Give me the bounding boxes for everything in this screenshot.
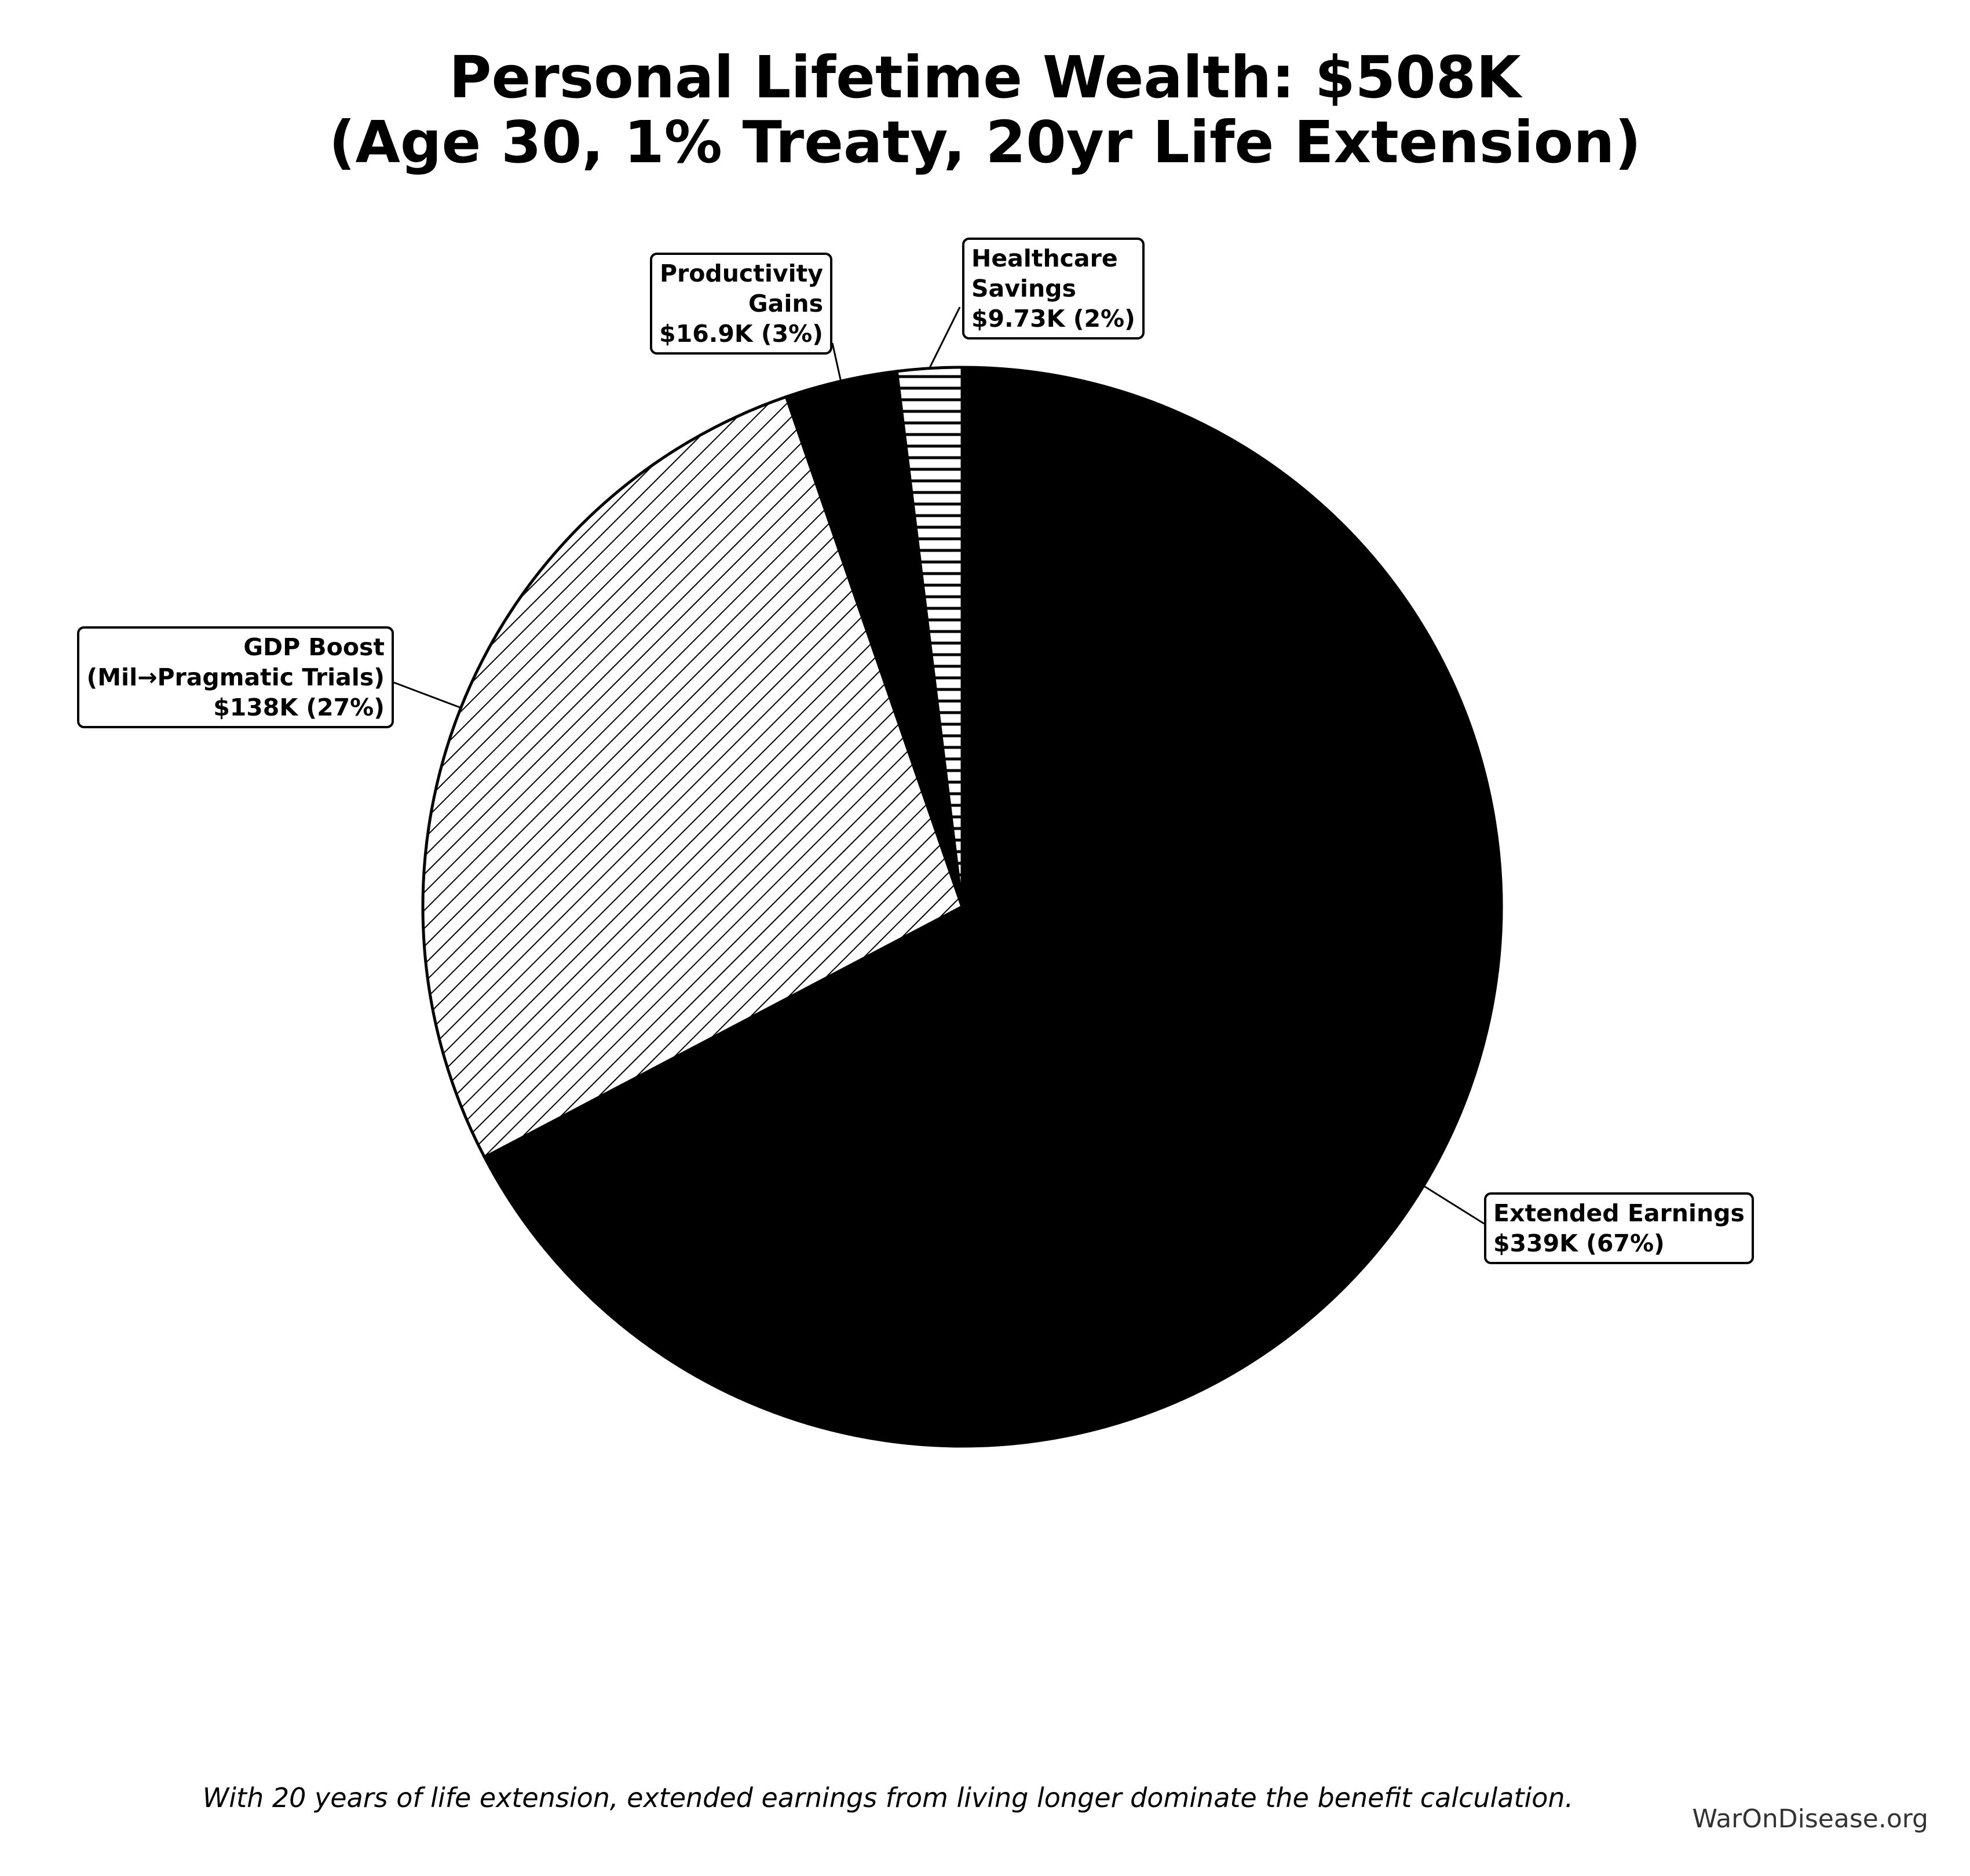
pie-slice [483, 366, 1503, 1448]
chart-title: Personal Lifetime Wealth: $508K (Age 30,… [328, 43, 1642, 176]
caption: With 20 years of life extension, extende… [202, 1782, 1574, 1813]
watermark: WarOnDisease.org [1692, 1804, 1928, 1834]
leader-line [393, 681, 462, 709]
value-label: $138K (27%) [213, 694, 385, 721]
label-box: GDP Boost (Mil→Pragmatic Trials) $138K (2… [77, 626, 394, 728]
slice-label: Healthcare Savings [971, 244, 1118, 302]
label-box: Healthcare Savings $9.73K (2%) [962, 238, 1145, 340]
pie-slice [895, 366, 964, 908]
slice-label: GDP Boost (Mil→Pragmatic Trials) [86, 633, 385, 691]
value-label: $339K (67%) [1493, 1229, 1665, 1257]
slice-label: Extended Earnings [1493, 1199, 1745, 1227]
label-box: Extended Earnings $339K (67%) [1484, 1192, 1754, 1264]
leader-line [831, 342, 842, 382]
leader-line [1423, 1185, 1485, 1225]
leader-line [929, 306, 961, 369]
slice-label: Productivity Gains [659, 260, 823, 317]
label-box: Productivity Gains $16.9K (3%) [650, 253, 832, 355]
value-label: $16.9K (3%) [659, 320, 823, 348]
value-label: $9.73K (2%) [971, 305, 1135, 333]
